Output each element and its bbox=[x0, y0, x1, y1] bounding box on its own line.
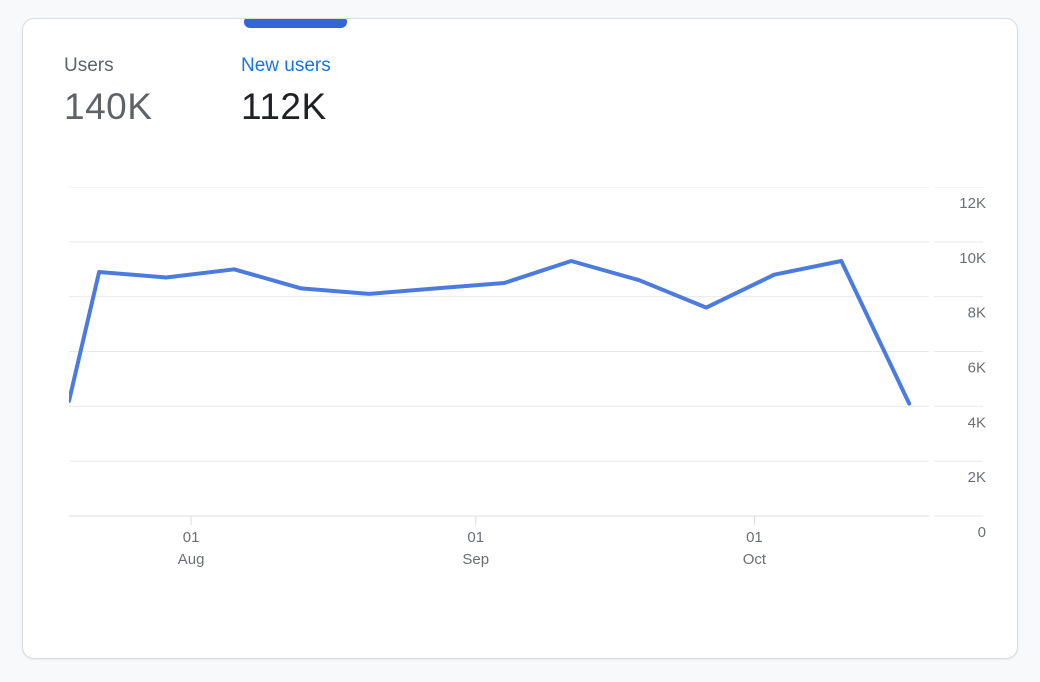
metric-value-users: 140K bbox=[64, 86, 153, 127]
x-tick-label-day: 01 bbox=[183, 529, 200, 546]
selected-metric-indicator bbox=[244, 19, 347, 28]
x-tick-label-month: Sep bbox=[462, 551, 489, 568]
x-axis-labels: 01 Aug 01 Sep 01 Oct bbox=[178, 516, 767, 568]
metric-label-users: Users bbox=[64, 55, 114, 76]
metric-label-new-users: New users bbox=[241, 55, 331, 76]
metric-value-new-users: 112K bbox=[241, 86, 327, 127]
y-axis-labels: 12K 10K 8K 6K 4K 2K 0 bbox=[959, 195, 986, 541]
x-tick-label-day: 01 bbox=[746, 529, 763, 546]
y-tick-label: 12K bbox=[959, 195, 986, 212]
metric-tab-users[interactable]: Users 140K bbox=[64, 55, 152, 127]
y-tick-label: 0 bbox=[978, 524, 986, 541]
y-tick-label: 6K bbox=[968, 360, 986, 377]
gridlines bbox=[69, 186, 983, 517]
x-tick-label-month: Oct bbox=[743, 551, 767, 568]
y-tick-label: 10K bbox=[959, 250, 986, 267]
line-chart-svg[interactable]: 12K 10K 8K 6K 4K 2K 0 01 Aug 01 Sep 01 Oct bbox=[67, 186, 1009, 579]
x-tick-label-month: Aug bbox=[178, 551, 205, 568]
y-tick-label: 4K bbox=[968, 414, 986, 431]
new-users-series-path bbox=[67, 259, 912, 406]
users-overview-card: Users 140K New users 112K 12K 10K 8K 6K 4K 2K… bbox=[22, 18, 1018, 659]
series-line bbox=[67, 259, 912, 406]
x-tick-label-day: 01 bbox=[467, 529, 484, 546]
metric-tab-new-users[interactable]: New users 112K bbox=[241, 55, 331, 127]
y-tick-label: 2K bbox=[968, 469, 986, 486]
y-tick-label: 8K bbox=[968, 305, 986, 322]
new-users-line-chart[interactable]: 12K 10K 8K 6K 4K 2K 0 01 Aug 01 Sep 01 Oct bbox=[67, 186, 1009, 579]
